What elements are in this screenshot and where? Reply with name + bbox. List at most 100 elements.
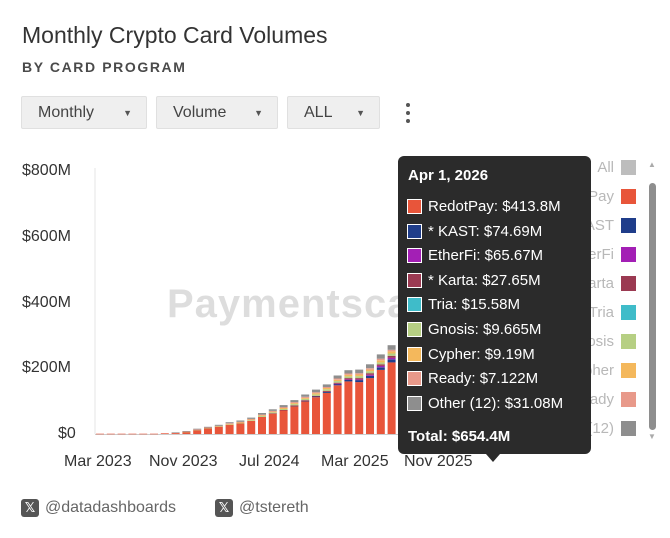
bar-segment-other-12[interactable] [290, 400, 299, 403]
bar-segment-other-12[interactable] [279, 405, 288, 408]
bar-segment-redotpay[interactable] [387, 362, 396, 434]
bar-segment-karta[interactable] [376, 364, 385, 366]
bar-segment-gnosis[interactable] [301, 398, 310, 401]
bar-segment-karta[interactable] [301, 400, 310, 401]
bar-segment-ready[interactable] [344, 373, 353, 375]
bar-segment-redotpay[interactable] [160, 433, 169, 434]
bar-segment-ready[interactable] [258, 414, 266, 416]
bar-segment-gnosis[interactable] [322, 389, 331, 391]
bar-segment-karta[interactable] [387, 355, 396, 358]
bar-segment-gnosis[interactable] [344, 376, 353, 379]
bar-segment-redotpay[interactable] [128, 433, 137, 435]
bar-segment-redotpay[interactable] [268, 413, 277, 434]
bar-segment-ready[interactable] [290, 402, 299, 404]
bar-segment-ready[interactable] [301, 396, 310, 398]
filter-dropdown[interactable]: ALL ▼ [287, 96, 380, 129]
bar-segment-gnosis[interactable] [268, 412, 277, 414]
bar-segment-karta[interactable] [355, 378, 364, 380]
footer-handle-tstereth[interactable]: 𝕏 @tstereth [215, 499, 309, 517]
bar-segment-etherfi[interactable] [344, 379, 353, 380]
bar-segment-cypher[interactable] [312, 393, 320, 395]
scroll-up-icon[interactable]: ▲ [648, 160, 656, 169]
bar-segment-gnosis[interactable] [312, 394, 320, 396]
bar-segment-ready[interactable] [322, 387, 331, 388]
bar-segment-gnosis[interactable] [204, 427, 212, 429]
bar-segment-gnosis[interactable] [355, 376, 364, 379]
bar-segment-cypher[interactable] [247, 419, 256, 421]
bar-segment-other-12[interactable] [301, 394, 310, 397]
bar-segment-other-12[interactable] [182, 431, 191, 432]
bar-segment-other-12[interactable] [268, 409, 277, 411]
bar-segment-redotpay[interactable] [106, 433, 115, 435]
bar-segment-kast[interactable] [312, 396, 320, 398]
bar-segment-redotpay[interactable] [247, 420, 256, 434]
bar-segment-karta[interactable] [322, 390, 331, 392]
bar-segment-other-12[interactable] [258, 413, 266, 415]
bar-segment-kast[interactable] [333, 384, 342, 386]
bar-segment-ready[interactable] [376, 358, 385, 361]
bar-segment-redotpay[interactable] [193, 430, 202, 434]
bar-segment-kast[interactable] [387, 359, 396, 363]
bar-segment-redotpay[interactable] [333, 385, 342, 434]
bar-segment-gnosis[interactable] [290, 404, 299, 406]
bar-segment-cypher[interactable] [366, 369, 374, 372]
bar-segment-etherfi[interactable] [376, 365, 385, 368]
bar-segment-cypher[interactable] [333, 379, 342, 382]
bar-segment-ready[interactable] [182, 431, 191, 432]
bar-segment-other-12[interactable] [204, 426, 212, 428]
bar-segment-cypher[interactable] [236, 422, 245, 424]
bar-segment-karta[interactable] [279, 410, 288, 411]
bar-segment-redotpay[interactable] [366, 378, 374, 434]
metric-dropdown[interactable]: Volume ▼ [156, 96, 278, 129]
bar-segment-cypher[interactable] [225, 423, 234, 425]
bar-segment-kast[interactable] [322, 391, 331, 393]
bar-segment-ready[interactable] [268, 411, 277, 412]
legend-item[interactable]: All [520, 157, 640, 179]
bar-segment-karta[interactable] [268, 413, 277, 414]
bar-segment-redotpay[interactable] [182, 432, 191, 434]
bar-segment-ready[interactable] [279, 407, 288, 408]
bar-segment-cypher[interactable] [214, 426, 223, 427]
bar-segment-gnosis[interactable] [236, 422, 245, 424]
bar-segment-etherfi[interactable] [366, 374, 374, 376]
bar-segment-karta[interactable] [312, 395, 320, 397]
bar-segment-gnosis[interactable] [258, 415, 266, 417]
bar-segment-gnosis[interactable] [376, 362, 385, 365]
bar-segment-redotpay[interactable] [214, 426, 223, 434]
bar-segment-karta[interactable] [366, 373, 374, 375]
bar-segment-cypher[interactable] [258, 415, 266, 416]
bar-segment-karta[interactable] [344, 378, 353, 380]
bar-segment-etherfi[interactable] [387, 357, 396, 360]
scroll-down-icon[interactable]: ▼ [648, 432, 656, 441]
bar-segment-gnosis[interactable] [333, 381, 342, 383]
bar-segment-karta[interactable] [290, 405, 299, 406]
bar-segment-kast[interactable] [355, 380, 364, 383]
bar-segment-redotpay[interactable] [258, 416, 266, 434]
bar-segment-other-12[interactable] [312, 389, 320, 393]
bar-segment-other-12[interactable] [376, 354, 385, 359]
bar-segment-redotpay[interactable] [355, 382, 364, 434]
bar-segment-redotpay[interactable] [290, 406, 299, 434]
bar-segment-cypher[interactable] [344, 374, 353, 377]
period-dropdown[interactable]: Monthly ▼ [21, 96, 147, 129]
bar-segment-redotpay[interactable] [117, 433, 126, 435]
bar-segment-other-12[interactable] [355, 369, 364, 374]
bar-segment-ready[interactable] [312, 392, 320, 394]
legend-item[interactable]: Tria [520, 302, 640, 324]
bar-segment-etherfi[interactable] [333, 383, 342, 385]
legend-scrollbar[interactable] [649, 183, 656, 430]
bar-segment-cypher[interactable] [290, 403, 299, 405]
bar-segment-etherfi[interactable] [355, 379, 364, 381]
bar-segment-ready[interactable] [225, 423, 234, 424]
bar-segment-other-12[interactable] [366, 364, 374, 369]
bar-segment-cypher[interactable] [279, 408, 288, 409]
bar-segment-other-12[interactable] [344, 370, 353, 374]
bar-segment-other-12[interactable] [387, 345, 396, 350]
bar-segment-other-12[interactable] [193, 428, 202, 430]
bar-segment-ready[interactable] [333, 378, 342, 380]
bar-segment-ready[interactable] [236, 421, 245, 423]
bar-segment-redotpay[interactable] [204, 428, 212, 434]
bar-segment-gnosis[interactable] [366, 371, 374, 374]
bar-segment-redotpay[interactable] [139, 433, 148, 435]
bar-segment-cypher[interactable] [301, 397, 310, 399]
